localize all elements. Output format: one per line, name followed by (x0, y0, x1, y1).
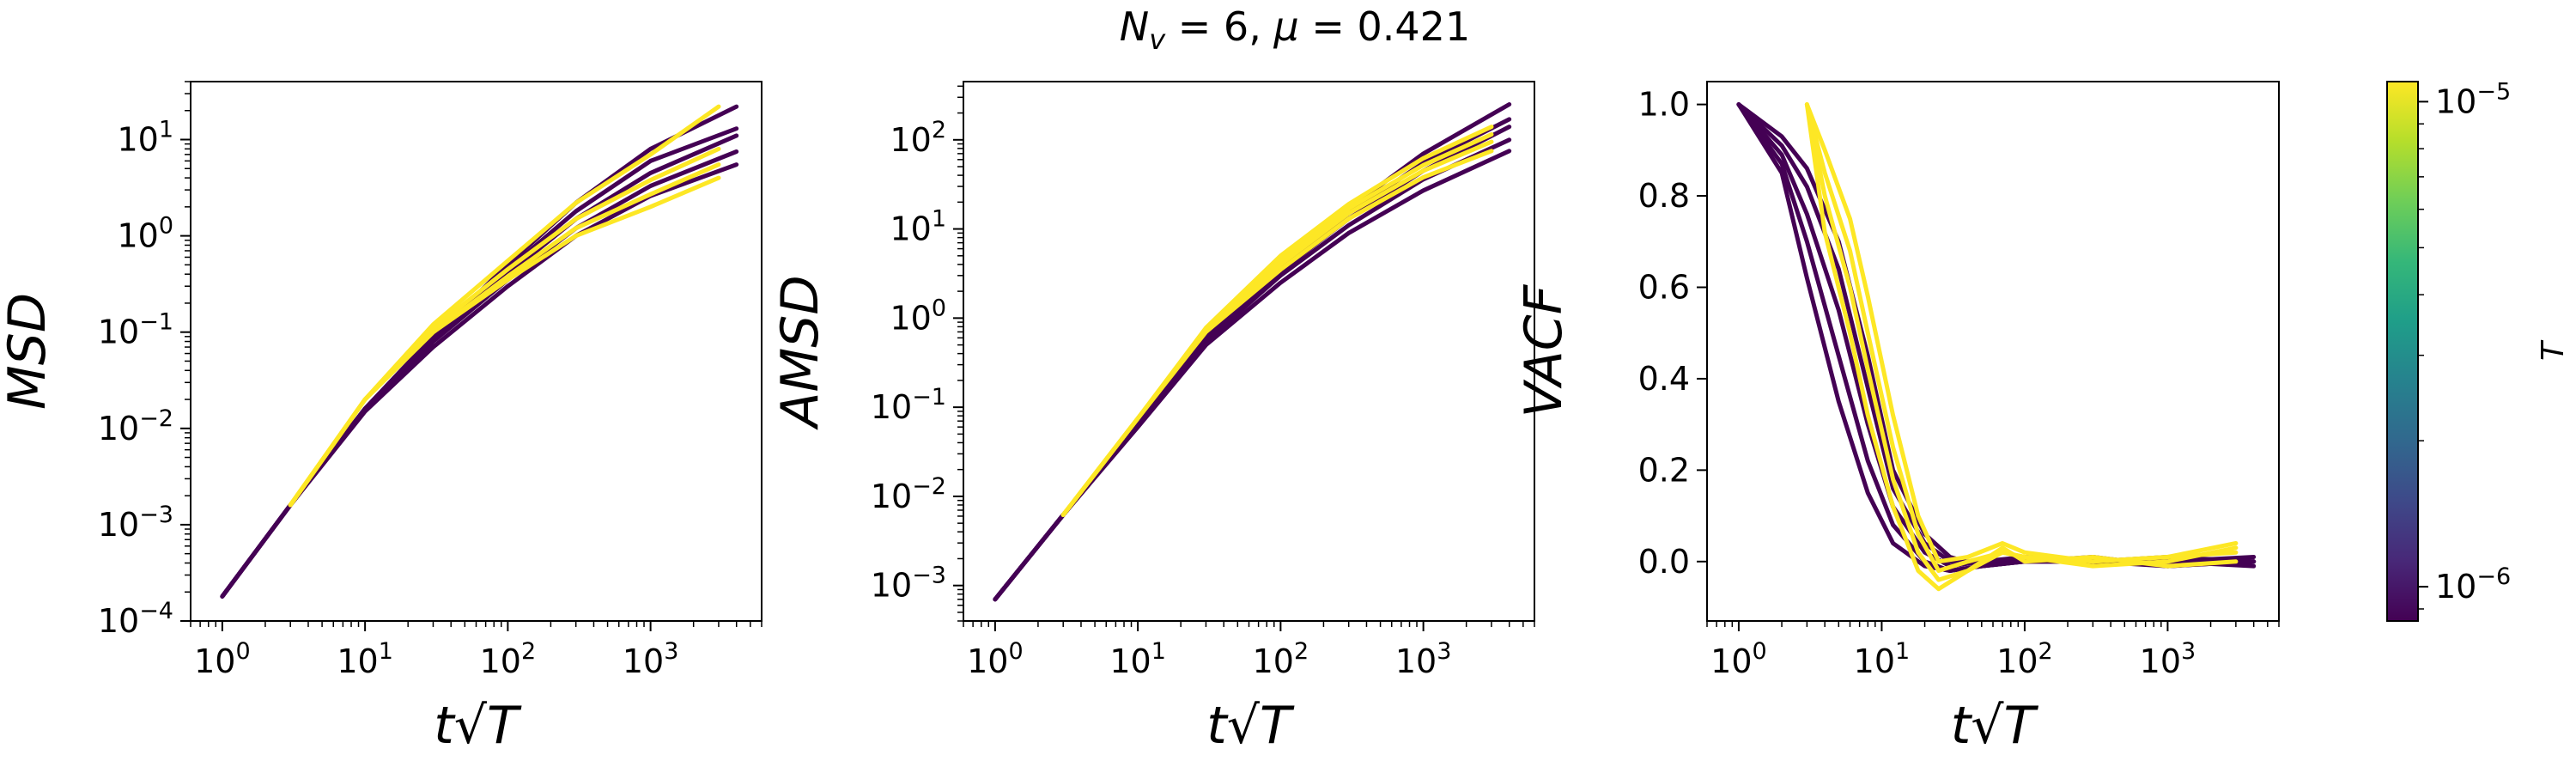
amsd-series-line-5 (1060, 149, 1494, 517)
msd-xtick-label: 101 (337, 638, 393, 680)
amsd-ytick-label: 10−2 (871, 473, 946, 515)
colorbar-gradient (2387, 82, 2418, 621)
msd-series-line-3 (220, 126, 739, 599)
amsd-xtick-label: 103 (1395, 638, 1452, 680)
colorbar-tick-label: 10−6 (2435, 563, 2511, 606)
amsd-series-line-8 (1060, 125, 1494, 517)
amsd-ytick-label: 102 (890, 117, 946, 159)
msd-panel: 100 101 102 103 10−4 10−3 10−2 10−1 100 101 t√T MSD (0, 81, 762, 756)
amsd-xtick-label: 102 (1253, 638, 1309, 680)
msd-xlabel: t√T (434, 696, 522, 756)
vacf-ytick-label: 0.6 (1638, 268, 1690, 306)
vacf-ytick-label: 0.4 (1638, 360, 1690, 398)
msd-series-line-5 (288, 175, 721, 508)
amsd-series-line-3 (993, 117, 1512, 602)
msd-ytick-label: 10−3 (98, 502, 173, 544)
colorbar-ticks: 10−5 10−6 (2418, 78, 2511, 610)
amsd-ytick-label: 10−3 (871, 563, 946, 605)
amsd-series-line-0 (993, 149, 1512, 602)
vacf-xtick-label: 103 (2140, 638, 2196, 680)
amsd-series-line-7 (1060, 132, 1494, 517)
vacf-xtick-label: 100 (1710, 638, 1767, 680)
amsd-series-line-1 (993, 137, 1512, 602)
msd-ylabel: MSD (0, 293, 58, 410)
msd-series-line-6 (288, 162, 721, 508)
amsd-series-line-2 (993, 125, 1512, 602)
vacf-ytick-label: 0.0 (1638, 543, 1690, 581)
vacf-series-line-6 (1804, 102, 2239, 582)
msd-xtick-label: 103 (623, 638, 679, 680)
amsd-axes-frame (963, 81, 1535, 622)
vacf-panel: 100 101 102 103 0.0 0.2 0.4 0.6 0.8 1.0 t√T VACF (1514, 81, 2280, 756)
msd-ytick-label: 10−4 (98, 598, 173, 640)
msd-series-group (220, 104, 739, 599)
msd-series-line-0 (220, 162, 739, 599)
vacf-ytick-label: 0.8 (1638, 177, 1690, 215)
msd-series-line-8 (288, 104, 721, 508)
msd-series-line-7 (288, 146, 721, 508)
colorbar-tick-label: 10−5 (2435, 78, 2511, 120)
amsd-panel: 100 101 102 103 10−3 10−2 10−1 100 101 102 t√T AMSD (770, 81, 1535, 756)
msd-xtick-label: 100 (194, 638, 251, 680)
vacf-xtick-label: 102 (1996, 638, 2053, 680)
colorbar-frame (2386, 81, 2419, 622)
amsd-series-group (993, 102, 1512, 602)
vacf-series-group (1736, 102, 2257, 592)
amsd-ytick-label: 10−1 (871, 384, 946, 426)
vacf-xlabel: t√T (1951, 696, 2039, 756)
amsd-xlabel: t√T (1206, 696, 1295, 756)
msd-ytick-label: 10−2 (98, 405, 173, 447)
msd-xtick-label: 102 (480, 638, 537, 680)
vacf-xtick-label: 101 (1854, 638, 1911, 680)
amsd-ytick-label: 100 (890, 295, 946, 337)
amsd-xtick-label: 101 (1109, 638, 1166, 680)
amsd-ylabel: AMSD (770, 275, 830, 430)
vacf-series-line-7 (1804, 102, 2239, 573)
vacf-ytick-label: 0.2 (1638, 451, 1690, 489)
amsd-ytick-label: 101 (890, 206, 946, 248)
msd-series-line-1 (220, 149, 739, 599)
msd-series-line-4 (220, 104, 739, 599)
amsd-series-line-6 (1060, 139, 1494, 517)
msd-ytick-label: 101 (117, 116, 173, 158)
figure-title: Nv = 6, μ = 0.421 (1120, 3, 1470, 56)
msd-ytick-label: 10−1 (98, 309, 173, 351)
amsd-series-line-4 (993, 102, 1512, 602)
vacf-ylabel: VACF (1514, 283, 1574, 417)
vacf-ytick-label: 1.0 (1638, 86, 1690, 124)
vacf-series-line-8 (1804, 102, 2239, 564)
msd-ytick-label: 100 (117, 213, 173, 255)
colorbar-label: T (2536, 339, 2571, 361)
colorbar: 10−5 10−6 T (2386, 78, 2571, 622)
amsd-xtick-label: 100 (967, 638, 1024, 680)
